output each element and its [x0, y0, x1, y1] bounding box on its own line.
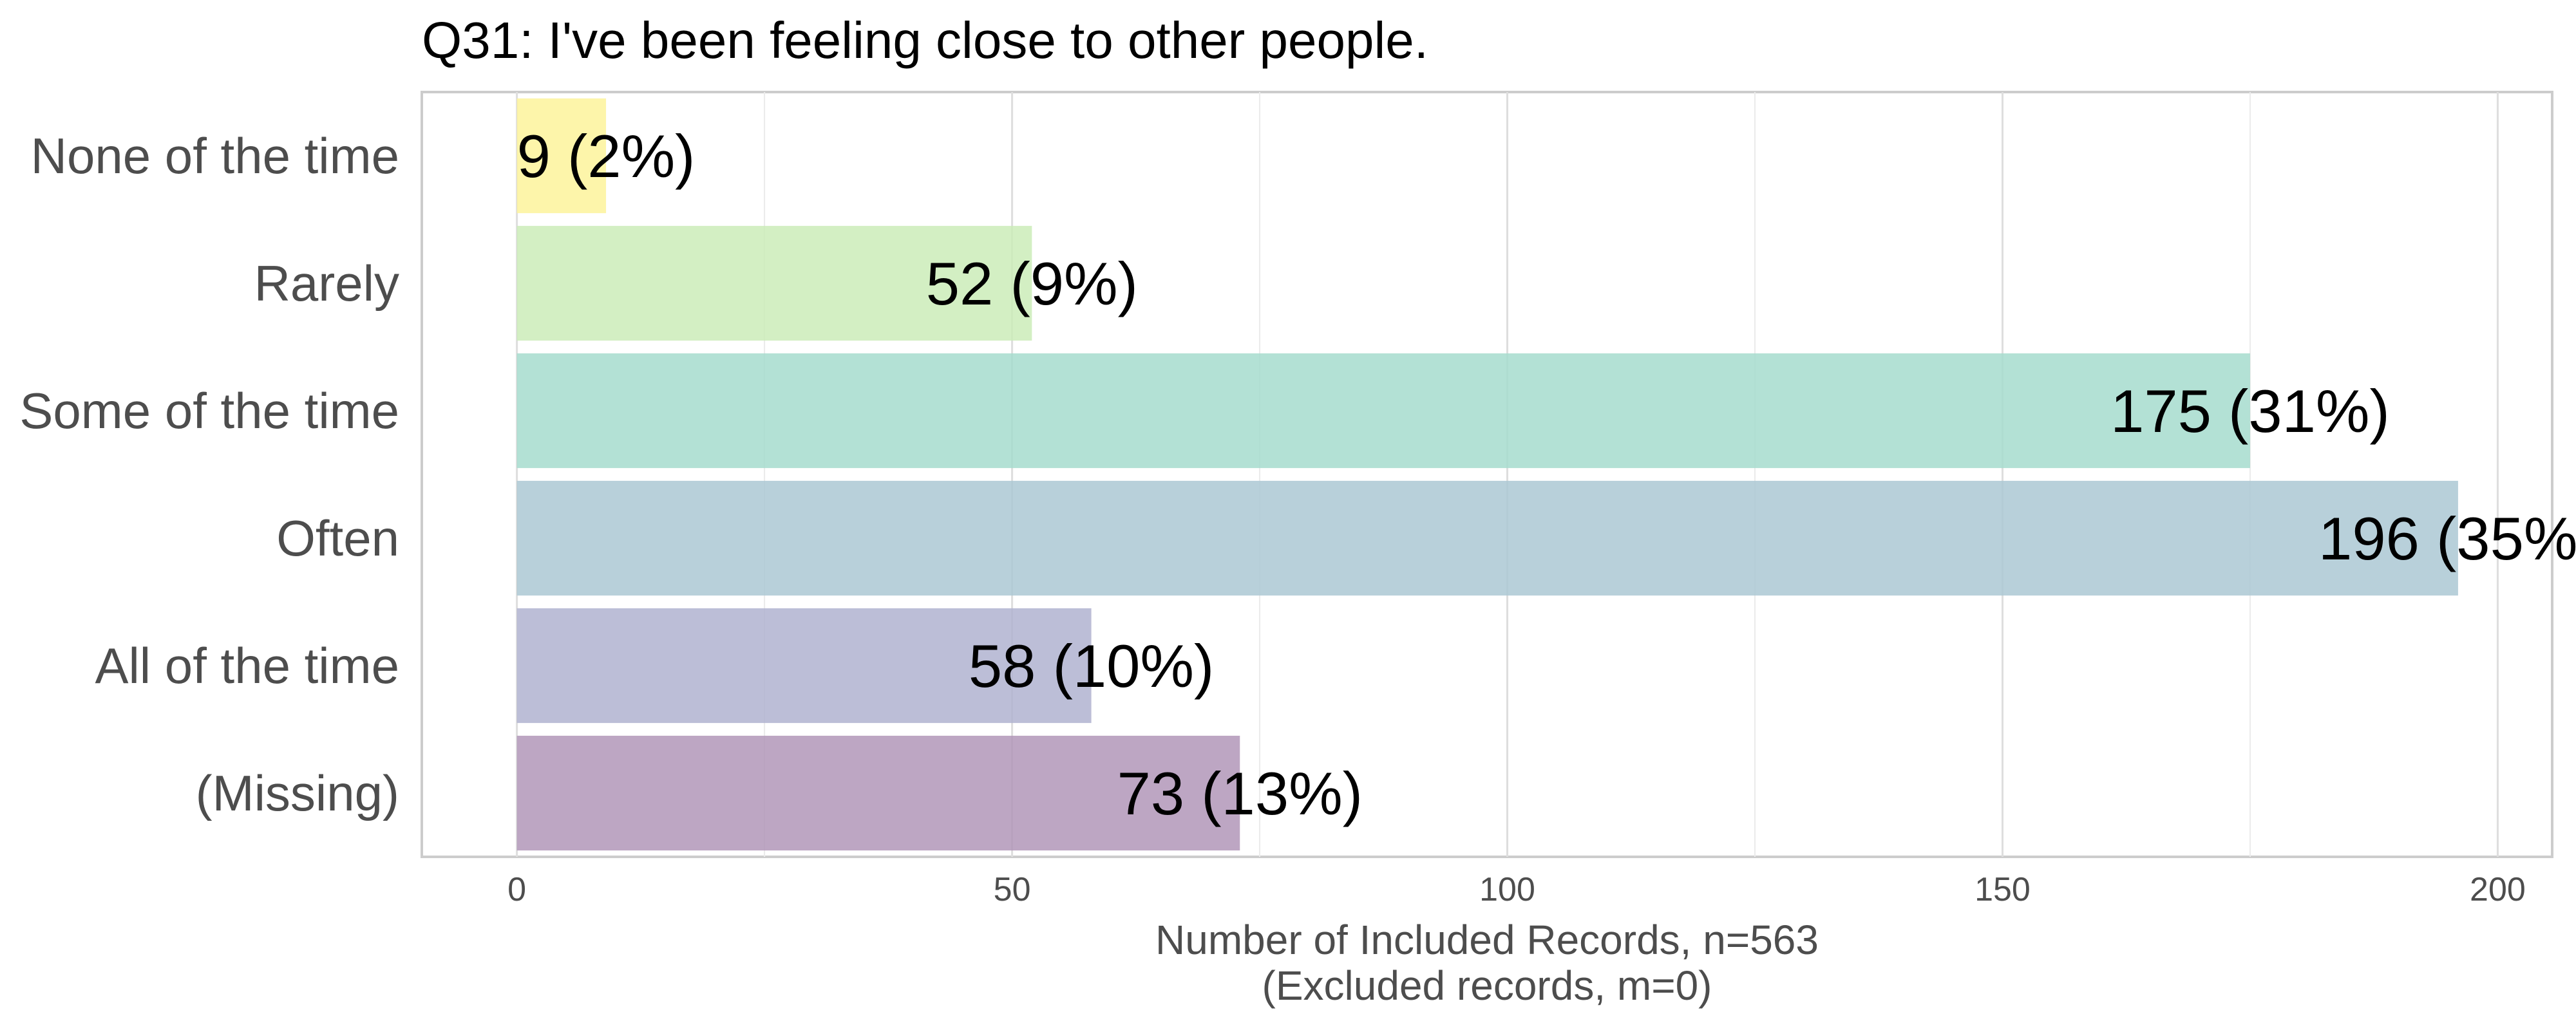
- bar: [516, 353, 2250, 469]
- data-label: 73 (13%): [1117, 760, 1363, 827]
- data-label: 9 (2%): [517, 122, 696, 190]
- bar: [516, 480, 2458, 596]
- category-label: Rarely: [254, 255, 399, 312]
- data-label: 196 (35%): [2318, 505, 2576, 572]
- data-label: 58 (10%): [969, 632, 1214, 700]
- category-labels: None of the time Rarely Some of the time Of…: [19, 127, 399, 821]
- bar: [516, 98, 607, 214]
- gridlines: [516, 92, 2499, 857]
- x-axis-ticks: 0 50 100 150 200: [507, 871, 2526, 908]
- x-tick-label: 50: [994, 871, 1031, 908]
- x-axis-subtitle: (Excluded records, m=0): [1262, 962, 1712, 1009]
- category-label: Some of the time: [19, 382, 399, 439]
- category-label: All of the time: [95, 637, 399, 694]
- x-tick-label: 0: [507, 871, 526, 908]
- data-label: 52 (9%): [926, 250, 1138, 317]
- bar: [516, 608, 1092, 724]
- x-tick-label: 200: [2470, 871, 2526, 908]
- bar: [516, 225, 1032, 341]
- bars: [516, 98, 2458, 851]
- x-axis-title: Number of Included Records, n=563: [1155, 917, 1819, 963]
- category-label: None of the time: [31, 127, 399, 184]
- plot-panel-border: [421, 91, 2553, 858]
- x-tick-label: 100: [1479, 871, 1535, 908]
- category-label: (Missing): [196, 765, 399, 821]
- x-tick-label: 150: [1975, 871, 2031, 908]
- chart-title: Q31: I've been feeling close to other pe…: [422, 12, 1428, 69]
- data-labels: 9 (2%) 52 (9%) 175 (31%) 196 (35%) 58 (10%) 7…: [517, 122, 2576, 827]
- data-label: 175 (31%): [2110, 377, 2390, 445]
- bar: [516, 735, 1240, 851]
- category-label: Often: [276, 510, 399, 566]
